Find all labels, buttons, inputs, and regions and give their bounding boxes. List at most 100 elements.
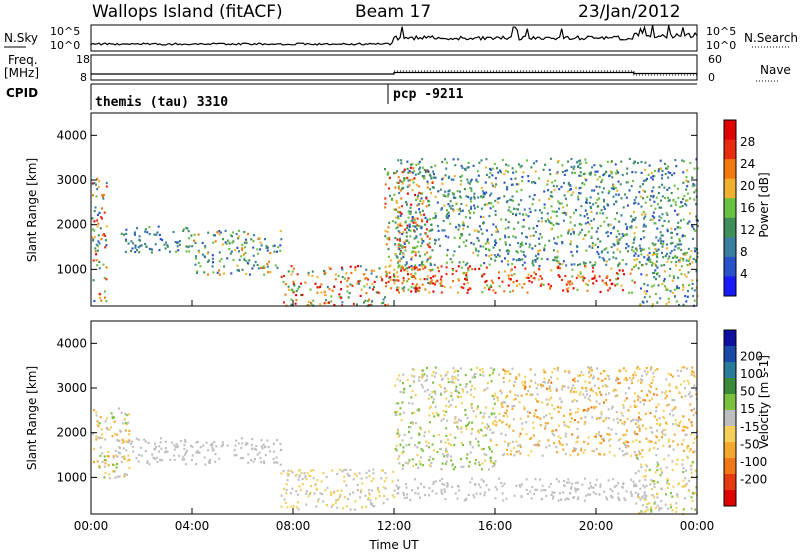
colorbar-swatch xyxy=(724,378,736,395)
echo-cell xyxy=(178,240,181,243)
echo-cell xyxy=(612,390,615,393)
echo-cell xyxy=(579,374,582,377)
echo-cell xyxy=(675,506,678,510)
echo-cell xyxy=(459,175,462,178)
echo-cell xyxy=(629,226,632,229)
echo-cell xyxy=(454,164,457,167)
echo-cell xyxy=(550,381,553,384)
echo-cell xyxy=(464,263,467,266)
echo-cell xyxy=(505,163,507,166)
echo-cell xyxy=(390,287,392,290)
echo-cell xyxy=(521,175,524,179)
echo-cell xyxy=(651,261,654,264)
echo-cell xyxy=(494,239,497,242)
echo-cell xyxy=(418,225,421,228)
echo-cell xyxy=(647,173,650,176)
echo-cell xyxy=(681,463,684,466)
echo-cell xyxy=(428,245,431,248)
echo-cell xyxy=(158,233,161,237)
echo-cell xyxy=(563,424,566,427)
echo-cell xyxy=(508,379,511,382)
echo-cell xyxy=(634,405,636,408)
echo-cell xyxy=(194,263,197,266)
echo-cell xyxy=(615,432,618,435)
echo-cell xyxy=(580,417,583,420)
echo-cell xyxy=(575,488,578,491)
echo-cell xyxy=(460,266,463,269)
echo-cell xyxy=(524,255,527,258)
echo-cell xyxy=(498,249,501,252)
echo-cell xyxy=(360,288,363,291)
nsearch-label: N.Search xyxy=(744,31,798,45)
echo-cell xyxy=(253,264,255,267)
echo-cell xyxy=(669,267,672,270)
echo-cell xyxy=(649,426,652,429)
echo-cell xyxy=(677,196,680,199)
echo-cell xyxy=(340,280,342,284)
echo-cell xyxy=(413,250,416,253)
echo-cell xyxy=(280,238,283,241)
echo-cell xyxy=(419,278,422,281)
echo-cell xyxy=(688,257,691,260)
echo-cell xyxy=(685,259,688,262)
echo-cell xyxy=(398,231,401,234)
echo-cell xyxy=(470,432,473,435)
echo-cell xyxy=(412,368,415,372)
echo-cell xyxy=(682,467,685,470)
echo-cell xyxy=(644,213,647,216)
echo-cell xyxy=(296,273,299,276)
echo-cell xyxy=(451,398,454,401)
echo-cell xyxy=(410,436,413,439)
echo-cell xyxy=(617,378,620,381)
echo-cell xyxy=(591,416,594,419)
echo-cell xyxy=(659,167,662,170)
echo-cell xyxy=(408,184,411,187)
echo-cell xyxy=(449,433,452,436)
echo-cell xyxy=(409,426,412,429)
echo-cell xyxy=(406,493,409,496)
echo-cell xyxy=(401,282,404,285)
echo-cell xyxy=(423,278,426,281)
echo-cell xyxy=(493,462,496,465)
echo-cell xyxy=(521,225,524,228)
echo-cell xyxy=(99,454,102,457)
echo-cell xyxy=(321,493,324,496)
echo-cell xyxy=(509,278,512,281)
echo-cell xyxy=(528,411,531,414)
nave-series xyxy=(91,70,697,76)
echo-cell xyxy=(256,453,259,456)
echo-cell xyxy=(360,489,363,492)
colorbar-swatch xyxy=(724,426,736,443)
echo-cell xyxy=(686,169,689,172)
echo-cell xyxy=(260,461,263,464)
echo-cell xyxy=(408,402,411,405)
echo-cell xyxy=(386,272,388,276)
echo-cell xyxy=(421,373,424,376)
echo-cell xyxy=(675,502,678,505)
echo-cell xyxy=(99,446,102,449)
echo-cell xyxy=(410,256,413,259)
echo-cell xyxy=(663,186,666,189)
echo-cell xyxy=(467,161,470,164)
echo-cell xyxy=(627,409,630,412)
echo-cell xyxy=(633,485,636,488)
echo-cell xyxy=(339,468,342,471)
echo-cell xyxy=(313,492,316,495)
echo-cell xyxy=(250,238,253,241)
echo-cell xyxy=(367,498,370,501)
echo-cell xyxy=(667,372,670,375)
echo-cell xyxy=(479,492,482,495)
echo-cell xyxy=(310,485,312,488)
echo-cell xyxy=(669,492,672,495)
colorbar-tick-label: -200 xyxy=(740,473,767,487)
echo-cell xyxy=(443,387,446,390)
echo-cell xyxy=(624,433,627,436)
echo-cell xyxy=(488,288,491,291)
echo-cell xyxy=(472,251,475,254)
echo-cell xyxy=(656,429,659,432)
echo-cell xyxy=(654,252,657,256)
echo-cell xyxy=(511,262,514,266)
echo-cell xyxy=(553,259,556,262)
echo-cell xyxy=(506,405,509,408)
echo-cell xyxy=(286,472,289,475)
